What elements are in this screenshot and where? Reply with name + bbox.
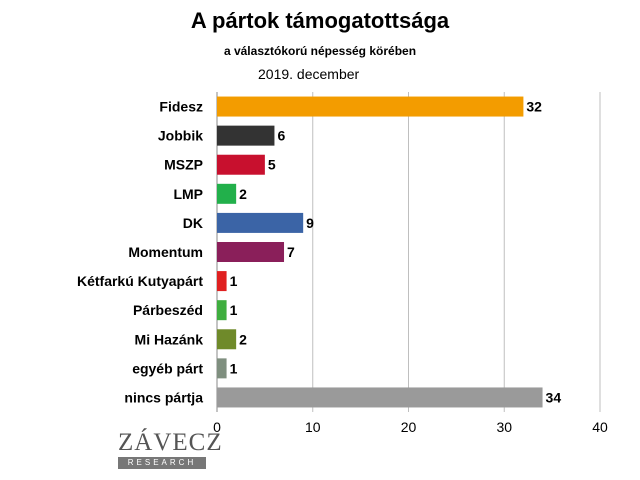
bar <box>217 154 265 175</box>
data-label: 5 <box>268 157 276 173</box>
chart-title: A pártok támogatottsága <box>190 8 450 33</box>
bar <box>217 387 543 408</box>
x-tick-label: 20 <box>401 419 417 435</box>
logo-subtext: RESEARCH <box>118 457 206 469</box>
bar <box>217 300 227 321</box>
zavecz-logo: ZÁVECZ RESEARCH <box>118 429 223 469</box>
data-label: 2 <box>239 331 247 347</box>
x-tick-label: 0 <box>213 419 221 435</box>
category-label: Párbeszéd <box>133 302 203 318</box>
data-label: 1 <box>230 273 238 289</box>
data-label: 2 <box>239 186 247 202</box>
data-label: 1 <box>230 360 238 376</box>
date-label: 2019. december <box>258 66 360 82</box>
data-label: 9 <box>306 215 314 231</box>
category-label: egyéb párt <box>132 360 203 376</box>
bar <box>217 96 524 117</box>
category-label: Mi Hazánk <box>135 331 204 347</box>
bar <box>217 242 285 262</box>
bar <box>217 125 275 146</box>
category-label: DK <box>183 215 203 231</box>
category-label: LMP <box>173 186 203 202</box>
category-label: Kétfarkú Kutyapárt <box>77 273 203 289</box>
data-label: 1 <box>230 302 238 318</box>
data-label: 34 <box>546 389 562 405</box>
bar <box>217 329 237 350</box>
bar <box>217 358 227 379</box>
data-label: 32 <box>526 99 542 115</box>
x-tick-label: 10 <box>305 419 321 435</box>
x-tick-label: 40 <box>592 419 608 435</box>
bar <box>217 183 237 204</box>
bar <box>217 271 227 292</box>
category-label: Fidesz <box>159 99 203 115</box>
category-label: Jobbik <box>158 128 203 144</box>
category-label: nincs pártja <box>124 389 203 405</box>
logo-text: ZÁVECZ <box>118 429 223 456</box>
x-tick-label: 30 <box>496 419 512 435</box>
data-label: 7 <box>287 244 295 260</box>
category-label: MSZP <box>164 157 203 173</box>
category-label: Momentum <box>128 244 203 260</box>
chart-subtitle: a választókorú népesség körében <box>223 44 417 58</box>
data-label: 6 <box>277 128 285 144</box>
bar <box>217 212 304 233</box>
